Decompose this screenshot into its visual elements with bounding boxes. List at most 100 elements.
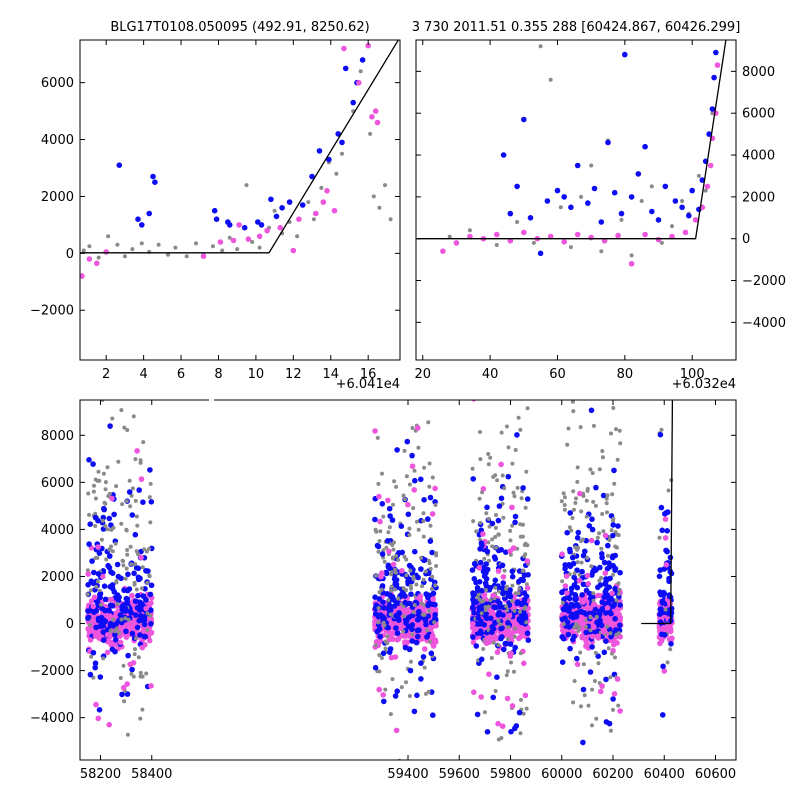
outlier-point [120, 684, 127, 691]
blue-point [335, 131, 342, 137]
panel-top-right-title: 3 730 2011.51 0.355 288 [60424.867, 6042… [412, 20, 741, 35]
gray-point [386, 598, 391, 603]
magenta-point [148, 616, 154, 623]
blue-point [618, 210, 625, 217]
gray-point [402, 448, 407, 453]
blue-point [498, 625, 504, 632]
gray-point [127, 478, 132, 483]
gray-point [570, 400, 575, 404]
outlier-point [580, 620, 587, 626]
gray-point [617, 428, 622, 433]
gray-point [578, 425, 583, 430]
gray-point [601, 386, 605, 390]
magenta-point [432, 606, 439, 613]
outlier-point [95, 571, 102, 577]
blue-point [506, 588, 513, 594]
outlier-point [663, 562, 670, 568]
gray-point [494, 243, 499, 247]
y-tick-label: −2000 [742, 274, 786, 289]
blue-point [111, 511, 117, 518]
gray-point [140, 565, 145, 570]
gray-point [123, 616, 128, 621]
gray-point [583, 624, 588, 629]
gray-point [412, 468, 417, 473]
outlier-point [496, 503, 503, 509]
gray-point [96, 469, 101, 474]
outlier-point [420, 654, 427, 660]
blue-point [593, 484, 599, 491]
magenta-point [657, 640, 663, 647]
blue-point [494, 674, 500, 680]
outlier-point [499, 723, 506, 729]
gray-point [409, 586, 414, 591]
outlier-point [606, 560, 612, 566]
gray-point [408, 568, 413, 573]
blue-point [593, 628, 599, 635]
outlier-point [509, 568, 516, 575]
blue-point [109, 603, 116, 609]
magenta-point [494, 649, 501, 655]
outlier-point [409, 452, 415, 459]
gray-point [166, 252, 170, 257]
blue-point [482, 580, 489, 586]
y-tick-label: 0 [66, 617, 74, 632]
x-tick-label: 12 [285, 367, 302, 382]
gray-point [615, 457, 620, 462]
blue-point [492, 619, 498, 626]
gray-point [120, 558, 125, 563]
outlier-point [85, 615, 91, 621]
gray-point [120, 502, 125, 507]
gray-point [407, 482, 412, 487]
gray-point [103, 487, 108, 492]
gray-point [125, 732, 130, 737]
gray-point [665, 660, 670, 665]
gray-point [484, 511, 489, 516]
blue-point [124, 596, 131, 602]
outlier-point [663, 509, 670, 516]
blue-point [662, 183, 669, 190]
outlier-point [495, 517, 502, 524]
outlier-point [87, 637, 94, 643]
gray-point [95, 579, 100, 584]
outlier-point [148, 683, 154, 689]
gray-point [118, 676, 123, 680]
blue-point [100, 637, 107, 643]
gray-point [590, 723, 594, 728]
gray-point [491, 474, 496, 479]
blue-point [711, 74, 717, 81]
blue-point [628, 194, 635, 200]
blue-point [380, 613, 386, 620]
gray-point [140, 707, 145, 712]
panel-top-left-title: BLG17T0108.050095 (492.91, 8250.62) [110, 20, 369, 35]
blue-point [134, 624, 141, 631]
outlier-point [499, 562, 506, 569]
outlier-point [524, 558, 531, 564]
gray-point [122, 254, 127, 259]
outlier-point [380, 692, 387, 698]
magenta-point [373, 639, 380, 645]
outlier-point [399, 549, 406, 556]
magenta-point [123, 621, 130, 628]
outlier-point [585, 581, 592, 587]
gray-point [414, 582, 419, 587]
gray-point [481, 647, 486, 651]
magenta-point [324, 188, 330, 194]
magenta-point [440, 248, 446, 254]
gray-point [508, 538, 513, 543]
gray-point [389, 584, 394, 589]
gray-point [377, 205, 382, 210]
outlier-point [386, 548, 392, 555]
magenta-point [615, 232, 621, 239]
outlier-point [398, 523, 405, 529]
gray-point [117, 630, 122, 635]
axes-frame [79, 39, 401, 361]
blue-point [383, 570, 390, 577]
outlier-point [512, 513, 519, 520]
gray-point [584, 498, 589, 503]
gray-point [427, 461, 432, 466]
gray-point [119, 408, 124, 413]
gray-point [596, 661, 601, 666]
magenta-point [682, 229, 689, 236]
magenta-point [374, 119, 381, 126]
magenta-point [422, 646, 428, 652]
